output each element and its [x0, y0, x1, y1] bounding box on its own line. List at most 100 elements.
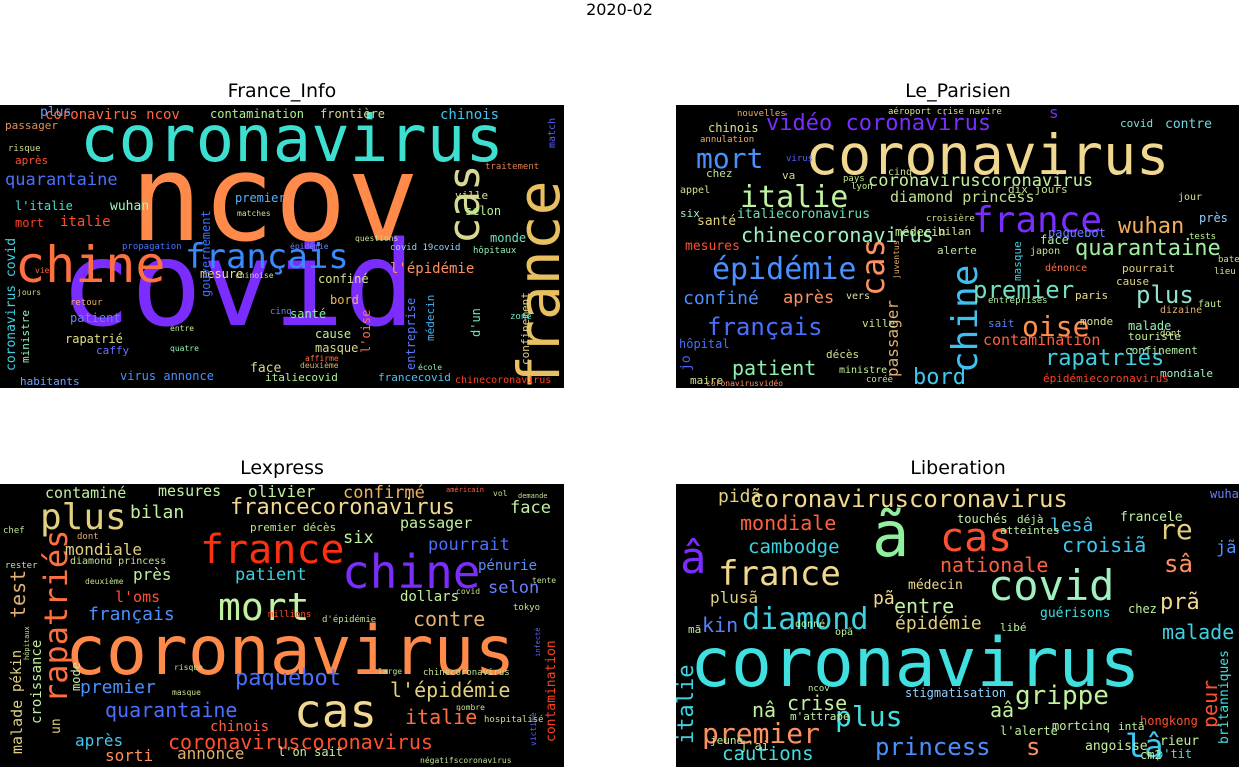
cloud-word: jeune — [710, 734, 744, 747]
cloud-word: face — [1040, 233, 1069, 247]
cloud-word: test — [6, 570, 30, 619]
cloud-word: dix jours — [1008, 183, 1068, 196]
cloud-word: face — [250, 361, 282, 376]
cloud-word: sorti — [105, 746, 154, 765]
cloud-word: premier décès — [250, 521, 337, 534]
cloud-word: chinecoronavirus — [741, 223, 934, 247]
cloud-word: jã — [1216, 538, 1237, 558]
cloud-word: bateau — [1218, 255, 1239, 265]
cloud-word: plus — [835, 700, 903, 733]
cloud-word: après — [15, 154, 49, 167]
cloud-word: chef — [3, 526, 25, 536]
cloud-word: appel — [680, 185, 711, 196]
cloud-word: coronaviruscoronavirus — [168, 730, 433, 754]
cloud-word: libé — [1000, 621, 1027, 634]
cloud-word: coronaviruscoronavirus — [868, 171, 1094, 191]
cloud-word: quarantaine — [1075, 236, 1221, 261]
cloud-word: cas — [940, 515, 1013, 561]
cloud-word: masque — [172, 688, 201, 697]
cloud-word: cambodge — [748, 536, 840, 558]
panel-title-liberation: Liberation — [910, 457, 1006, 479]
cloud-word: contaminé — [45, 484, 127, 502]
cloud-word: stigmatisation — [905, 686, 1007, 700]
word-cloud-le-parisien: coronavirus france épidémie italie chine mort… — [676, 105, 1239, 388]
cloud-word: aéroport crise navire — [888, 107, 1002, 117]
cloud-word: affirme — [305, 354, 339, 363]
cloud-word: oise — [1022, 310, 1090, 343]
cloud-word: annonce — [177, 744, 245, 763]
word-cloud-liberation: coronavirus ã covid â cas france coronavirusco… — [676, 484, 1239, 767]
cloud-word: chinois — [440, 107, 500, 123]
cloud-word: pékin — [9, 650, 25, 693]
cloud-word: cause — [1116, 275, 1150, 288]
cloud-word: paquebot — [235, 666, 341, 691]
cloud-word: corée — [866, 375, 894, 385]
cloud-word: nâ — [752, 698, 777, 722]
cloud-word: dollars — [400, 589, 460, 605]
cloud-word: médecin — [908, 578, 963, 593]
cloud-word: mondiale — [740, 511, 837, 535]
cloud-word: wuhan — [110, 199, 150, 214]
cloud-word: patient — [235, 565, 307, 585]
panel-title-france-info: France_Info — [227, 80, 337, 102]
cloud-word: chinoise — [235, 271, 274, 280]
cloud-word: tokyo — [513, 603, 541, 613]
cloud-word: deuxième — [300, 361, 339, 370]
cloud-word: bord — [330, 293, 359, 307]
cloud-word: français — [707, 313, 823, 341]
cloud-word: chine — [342, 545, 481, 599]
cloud-word: grippe — [1015, 681, 1109, 711]
cloud-word: francecoronavirus — [230, 495, 456, 520]
figure-title: 2020-02 — [586, 0, 653, 19]
cloud-word: france — [972, 200, 1103, 241]
cloud-word: hospitalisé — [484, 715, 544, 725]
cloud-word: monde — [1080, 315, 1114, 328]
cloud-word: quarantaine — [5, 170, 118, 190]
cloud-word: cas — [294, 684, 378, 738]
cloud-word: pidã — [718, 486, 762, 507]
cloud-word: chinois — [708, 121, 759, 135]
cloud-word: américain — [446, 486, 484, 494]
cloud-word: crise — [787, 691, 848, 715]
cloud-word: ministre — [19, 310, 32, 363]
cloud-word: questions — [355, 234, 399, 243]
cloud-word: guérisons — [1040, 606, 1111, 621]
cloud-word: virus annonce — [120, 369, 214, 383]
cloud-word: premier — [702, 717, 821, 750]
cloud-word: juventus — [892, 240, 901, 279]
cloud-word: j'ai — [740, 739, 769, 753]
cloud-word: contamination — [544, 640, 559, 742]
cloud-word: contre — [413, 607, 486, 631]
cloud-word: touchés — [957, 512, 1008, 526]
cloud-word: wuhan — [1118, 214, 1185, 239]
cloud-word: selon — [465, 204, 502, 218]
cloud-word: face — [510, 498, 551, 518]
cloud-word: mesure — [200, 267, 244, 281]
cloud-word: france — [718, 554, 841, 594]
cloud-word: hôpital — [679, 337, 730, 351]
cloud-word: hongkong — [1140, 714, 1198, 728]
cloud-word: rapatrié — [65, 332, 123, 346]
cloud-word: mesures — [158, 484, 222, 500]
cloud-word: gouvernement — [199, 210, 213, 297]
cloud-word: nationale — [940, 553, 1049, 577]
cloud-word: covid — [60, 215, 416, 353]
cloud-word: rieur — [1160, 734, 1200, 749]
cloud-word: chine — [15, 236, 166, 294]
cloud-word: croisière — [926, 214, 975, 224]
cloud-word: touriste — [1128, 330, 1181, 343]
cloud-word: coronavirus — [690, 624, 1141, 703]
cloud-word: retour — [70, 298, 103, 308]
cloud-word: cinq — [888, 167, 913, 178]
cloud-word: pays — [843, 174, 865, 184]
cloud-word: covid — [456, 587, 481, 596]
cloud-word: covid — [988, 561, 1115, 610]
cloud-word: patient — [70, 311, 121, 325]
word-cloud-france-info: covid ncov coronavirus chine france cas frança… — [0, 105, 564, 388]
cloud-word: six — [343, 528, 374, 548]
cloud-word: l'épidémie — [390, 678, 511, 702]
cloud-word: risque — [174, 663, 203, 672]
cloud-word: vidéo coronavirus — [766, 111, 992, 136]
cloud-word: dizaine — [1160, 305, 1203, 316]
cloud-word: école — [418, 363, 443, 372]
